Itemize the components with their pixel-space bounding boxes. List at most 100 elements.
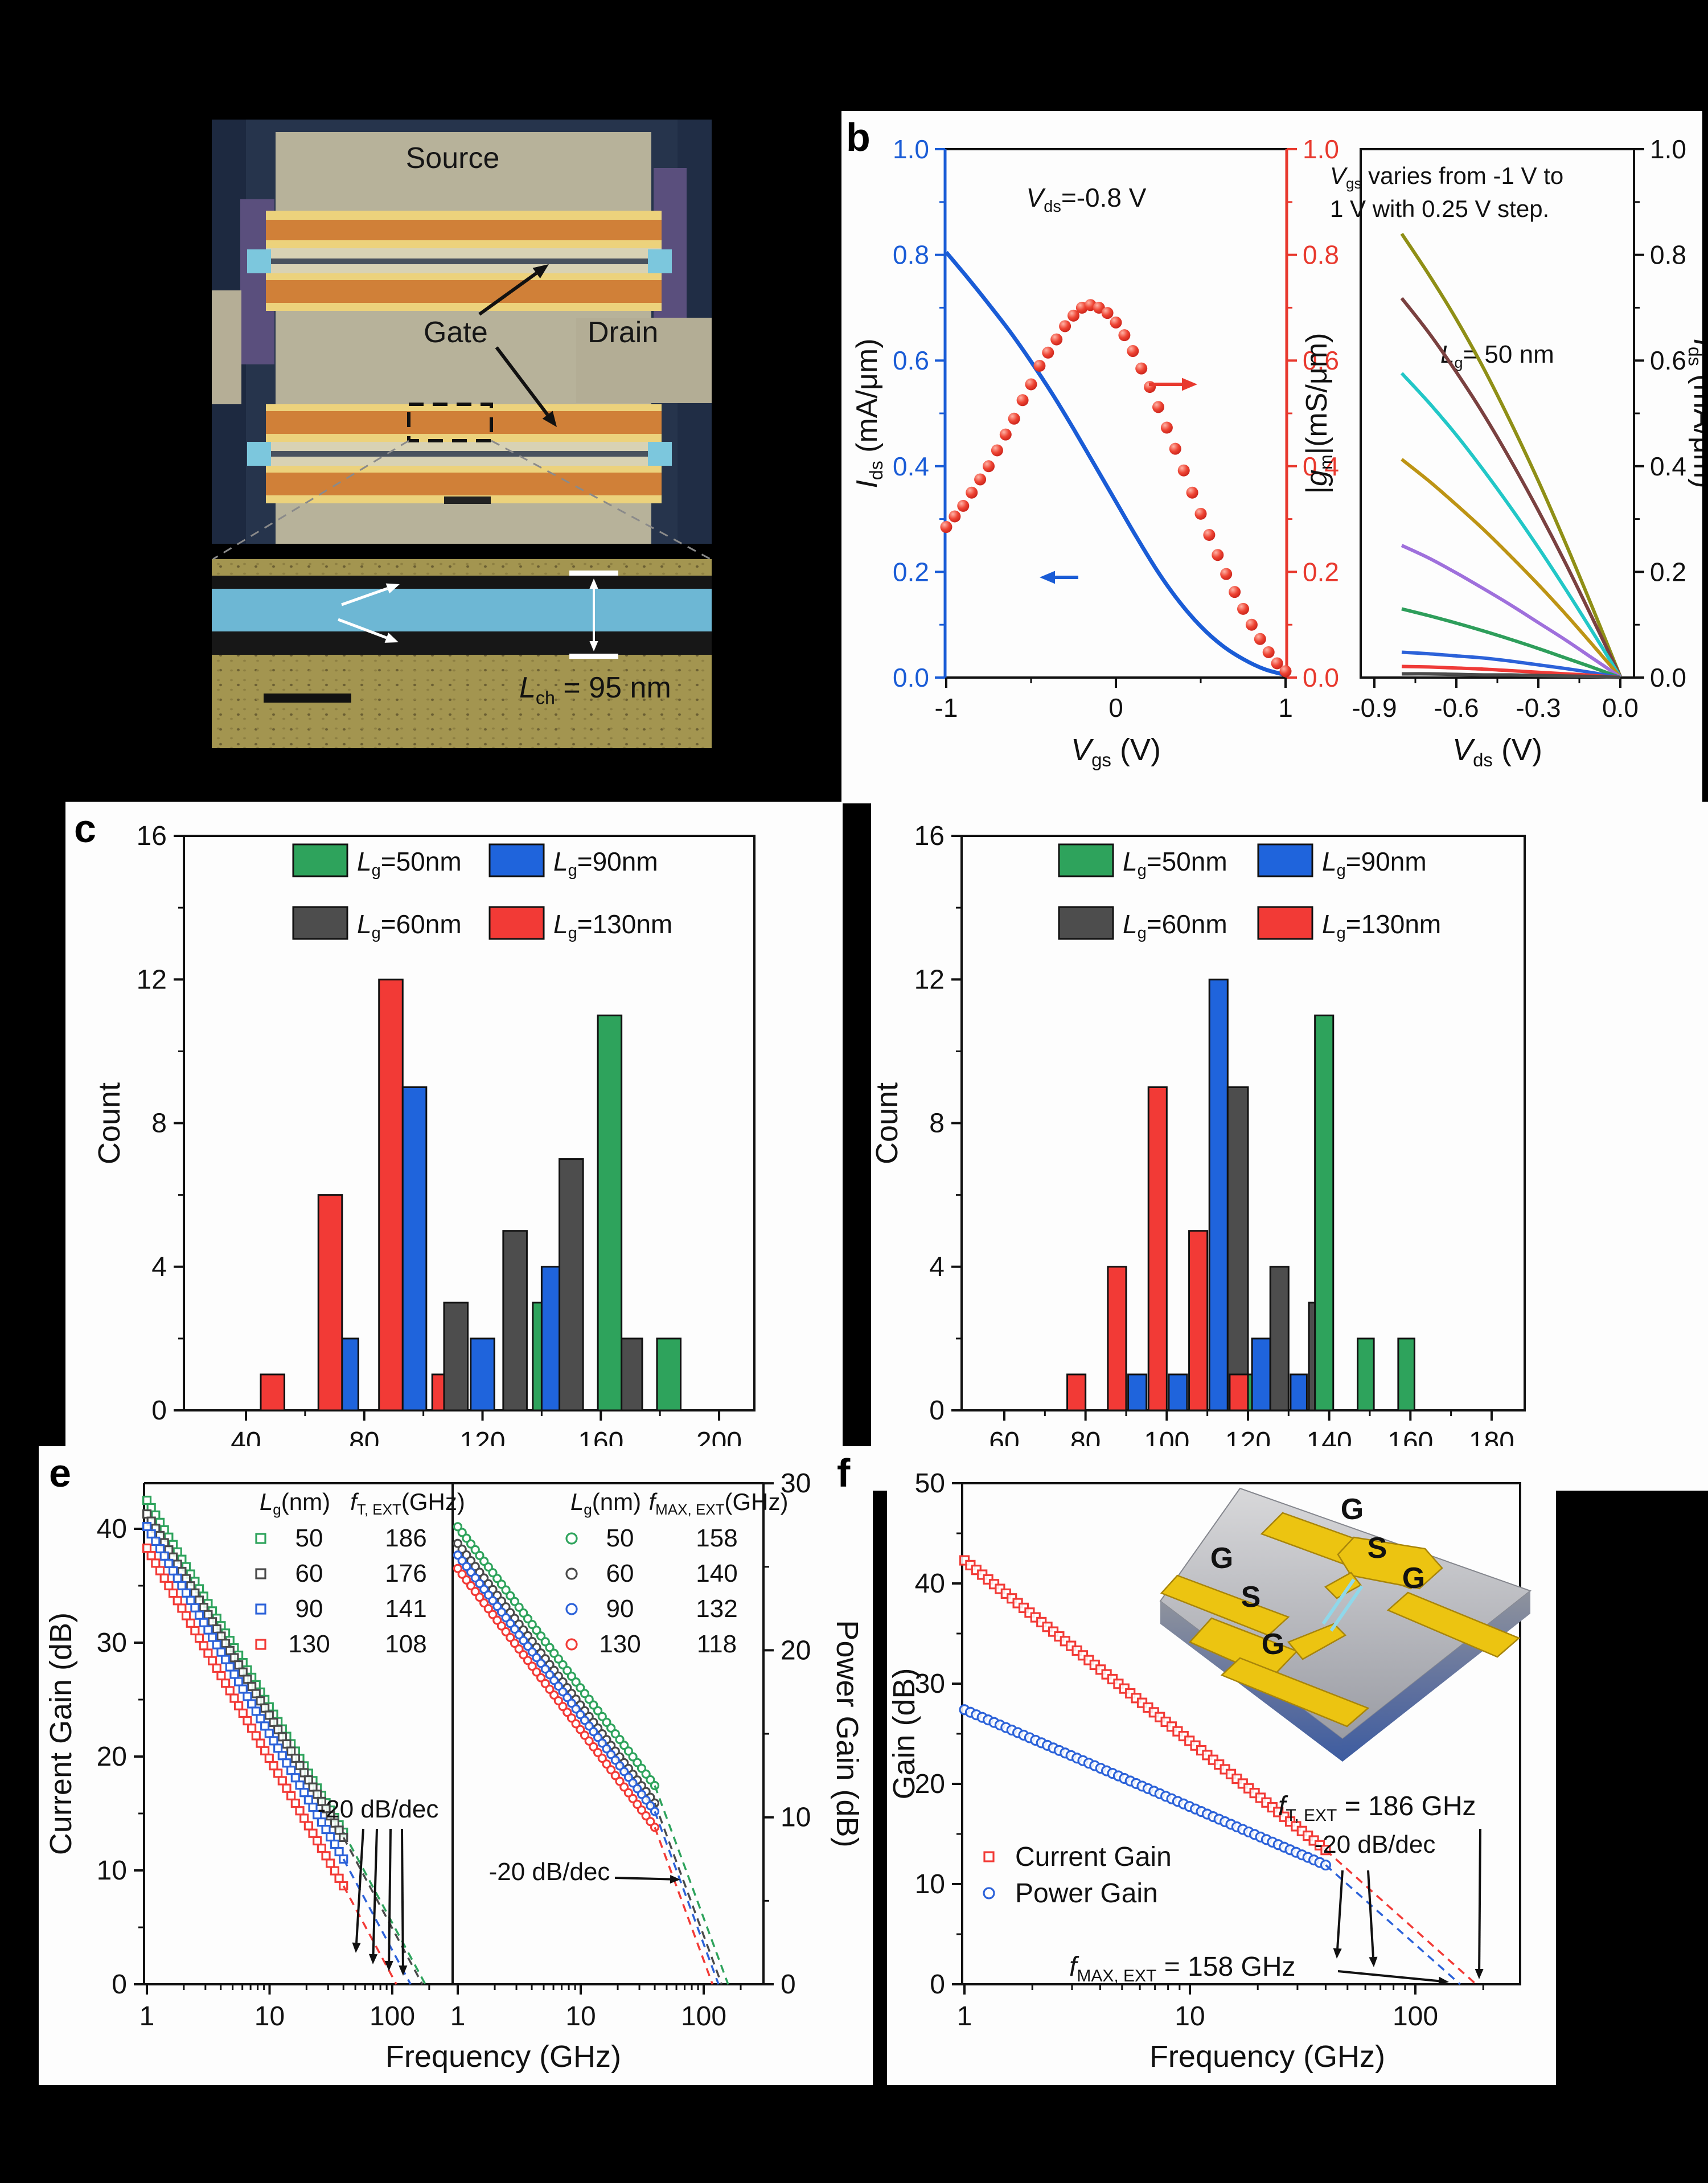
- inset-pad-label-3: S: [1241, 1581, 1261, 1614]
- bar-lg60-107: [443, 1302, 469, 1411]
- bar-lg60-125.5: [1269, 1266, 1290, 1411]
- y-axis-label-ids-right: Ids (mA/μm): [1685, 338, 1702, 488]
- bar-lg50-159: [597, 1014, 623, 1411]
- chart-e: 0 10 20 30 40 0 10 20 30 1 10 100 1 10 100 Frequency (G…: [44, 1468, 864, 2074]
- legend-fext: 140: [696, 1560, 737, 1587]
- legend-fext: 132: [696, 1595, 737, 1623]
- tick-label: -1: [935, 693, 958, 723]
- legend-header: Lg(nm): [570, 1488, 641, 1518]
- inset-pad-label-5: G: [1262, 1628, 1284, 1661]
- tick-label: 1.0: [1650, 134, 1686, 164]
- micrograph-layer-24: [648, 442, 672, 466]
- bar-lg130-115.5: [1229, 1373, 1249, 1411]
- gate-label: Gate: [424, 316, 488, 349]
- tick-label: 0.4: [1650, 452, 1686, 481]
- x-axis-label-vgs: Vgs (V): [1071, 733, 1161, 770]
- tick-label: 0: [112, 1969, 127, 2000]
- panel-c-ft-histogram: 04812164080120160200fT,EXT (GHz)CountLg=…: [65, 802, 843, 1491]
- x-axis-label-vds: Vds (V): [1452, 733, 1542, 770]
- tick-label: 1: [1278, 693, 1293, 723]
- series-gm: [940, 299, 1292, 678]
- tick-label: 12: [137, 965, 167, 995]
- legend-current-gain: Current Gain: [1015, 1842, 1172, 1872]
- histogram-bars: [1066, 978, 1415, 1411]
- legend-label-lg60: Lg=60nm: [1123, 909, 1227, 942]
- transfer-plot: 0.0 0.0 0.2 0.2 0.4 0.4 0.6 0.6 0.8 0.8 1.0 1.0 -1 0 1…: [851, 134, 1339, 770]
- tick-label: 10: [1175, 2001, 1205, 2032]
- slope-annotation: -20 dB/dec: [318, 1795, 439, 1823]
- legend-lg: 60: [606, 1560, 634, 1587]
- tick-label: 4: [151, 1252, 167, 1282]
- series-current-gain: [959, 1555, 1477, 1985]
- bar-lg90-90.5: [1127, 1373, 1148, 1411]
- legend-swatch-lg90: [1257, 843, 1313, 877]
- micrograph-layer-8: [266, 220, 662, 240]
- output-curve-vgs--1 V: [1400, 232, 1622, 678]
- micrograph-layer-10: [257, 258, 662, 264]
- legend: Lg=50nm Lg=90nm Lg=60nm Lg=130nm: [292, 843, 672, 942]
- tick-label: 0.0: [1602, 693, 1639, 723]
- x-axis-label: Frequency (GHz): [385, 2040, 621, 2074]
- tick-label: 100: [369, 2001, 415, 2032]
- tick-label: 10: [565, 2001, 596, 2032]
- tick-label: 0: [781, 1969, 796, 2000]
- bar-lg50-136.5: [1314, 1014, 1335, 1411]
- y-axis-label-current-gain: Current Gain (dB): [44, 1612, 78, 1855]
- f-plot: 0 10 20 30 40 50 1 10 100 Frequency (GHz) Gain (dB…: [887, 1468, 1532, 2074]
- panel-label-e: e: [49, 1451, 71, 1495]
- airgap-annotations: [212, 571, 712, 703]
- output-curves: [1400, 232, 1622, 679]
- tick-label: 16: [914, 821, 945, 851]
- tick-label: 100: [681, 2001, 726, 2032]
- e-plots: 0 10 20 30 40 0 10 20 30 1 10 100 1 10 100 Frequency (G…: [44, 1468, 864, 2074]
- series-lg130: [453, 1564, 714, 1985]
- output-curve-vgs-0 V: [1401, 544, 1621, 679]
- tick-label: 0.8: [893, 240, 929, 270]
- tick-label: 0.6: [893, 346, 929, 375]
- legend-swatch-lg90: [488, 843, 545, 877]
- tick-label: 10: [254, 2001, 285, 2032]
- tick-label: -0.6: [1434, 693, 1479, 723]
- tick-label: 0.0: [1303, 663, 1339, 692]
- inset-pad-label-2: G: [1210, 1542, 1233, 1575]
- micrograph-layer-21: [257, 451, 662, 457]
- tick-label: 30: [915, 1669, 945, 1699]
- tick-label: 0.4: [893, 452, 929, 481]
- legend-lg: 90: [606, 1595, 634, 1623]
- legend-label-lg50: Lg=50nm: [357, 847, 462, 880]
- tick-label: 10: [781, 1803, 811, 1833]
- panel-label-b: b: [846, 115, 871, 159]
- ft-annotation: fT, EXT = 186 GHz: [1278, 1791, 1476, 1825]
- slope-annotation: -20 dB/dec: [489, 1858, 610, 1886]
- tick-label: 8: [151, 1109, 167, 1139]
- tick-label: 8: [929, 1109, 945, 1139]
- series-ids: [945, 251, 1286, 677]
- scale-bar: [264, 694, 351, 703]
- legend-header: fMAX, EXT(GHz): [648, 1488, 788, 1518]
- legend-lg: 90: [295, 1595, 323, 1623]
- bar-lg90-130.5: [1290, 1373, 1308, 1411]
- bar-lg50-147: [1357, 1337, 1375, 1411]
- legend-lg: 130: [599, 1630, 640, 1658]
- output-curve-vgs-0.5 V: [1401, 650, 1621, 679]
- micrograph-layer-17: [576, 318, 712, 403]
- legend-label-lg60: Lg=60nm: [357, 909, 462, 942]
- tick-label: 30: [97, 1628, 127, 1658]
- micrograph-layer-27: [276, 503, 651, 544]
- legend-label-lg90: Lg=90nm: [1322, 847, 1427, 880]
- fmax-annotation: fMAX, EXT = 158 GHz: [1069, 1952, 1296, 1985]
- micrograph-layer-12: [247, 249, 271, 273]
- c-hist: 04812164080120160200fT,EXT (GHz)CountLg=…: [92, 821, 756, 1491]
- bar-lg60-146: [559, 1158, 584, 1411]
- inset-pad-label-4: G: [1402, 1562, 1425, 1595]
- output-curve-vgs--0.75 V: [1400, 297, 1622, 678]
- channel-length-label: Lch = 95 nm: [519, 671, 671, 708]
- tick-label: 20: [915, 1769, 945, 1799]
- panel-b-iv-characteristics: 0.0 0.0 0.2 0.2 0.4 0.4 0.6 0.6 0.8 0.8 1.0 1.0 -1 0 1…: [841, 111, 1702, 803]
- d-hist: 04812166080100120140160180fMAX,EXT (GHz)…: [871, 821, 1526, 1491]
- legend-label-lg90: Lg=90nm: [553, 847, 658, 880]
- y-axis-label: Count: [92, 1082, 126, 1164]
- micrograph-layer-15: [266, 280, 662, 303]
- legend-fext: 118: [697, 1630, 737, 1658]
